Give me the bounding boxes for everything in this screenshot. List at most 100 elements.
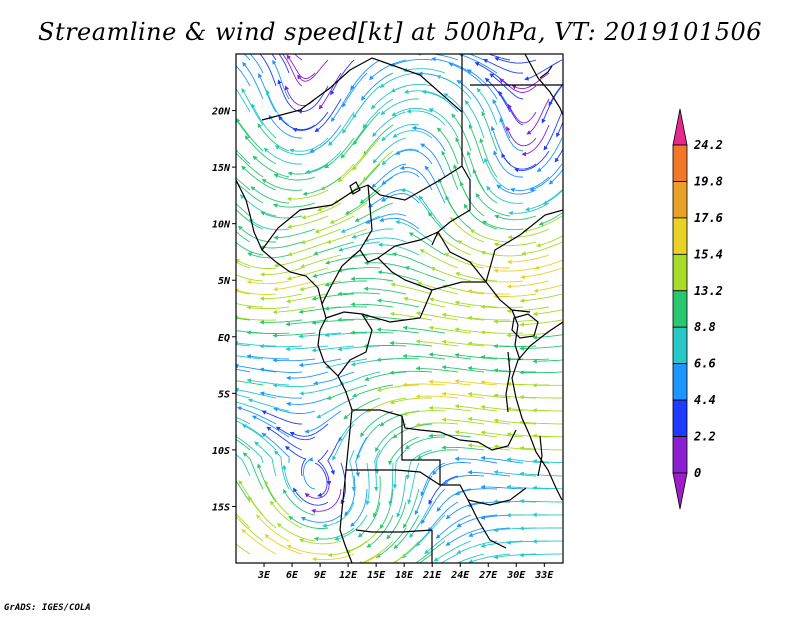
streamline	[521, 241, 563, 256]
streamline	[289, 137, 329, 153]
streamline	[236, 355, 264, 360]
streamline	[448, 62, 485, 87]
streamline	[396, 475, 407, 518]
streamline	[519, 394, 562, 400]
streamline	[480, 250, 524, 257]
streamline	[389, 311, 433, 321]
streamline	[246, 378, 290, 386]
streamline	[353, 111, 381, 146]
streamline	[416, 54, 459, 61]
border-car	[321, 249, 486, 305]
streamline	[457, 240, 498, 256]
streamline	[415, 422, 459, 427]
streamline	[241, 165, 277, 191]
streamline	[236, 65, 251, 87]
streamline	[444, 253, 485, 269]
streamline	[259, 391, 303, 399]
streamline	[417, 449, 459, 460]
streamline	[293, 487, 329, 506]
streamline	[363, 124, 394, 156]
streamline	[507, 103, 537, 124]
streamline	[436, 488, 472, 512]
streamline	[379, 410, 420, 427]
streamline	[265, 89, 290, 126]
streamline	[519, 370, 563, 375]
streamline	[467, 416, 511, 425]
streamline	[236, 439, 251, 451]
colorbar-label: 0	[694, 466, 701, 480]
streamline	[272, 358, 316, 363]
streamline	[467, 443, 511, 451]
streamline	[236, 406, 277, 425]
streamline	[519, 420, 563, 425]
streamline	[259, 319, 303, 325]
streamline	[554, 148, 563, 163]
streamline	[506, 357, 550, 362]
streamline	[273, 228, 316, 240]
border-congo	[325, 289, 433, 377]
streamline	[441, 391, 485, 399]
streamline	[248, 218, 290, 231]
streamline	[330, 59, 355, 96]
streamline	[249, 54, 264, 74]
streamline	[493, 418, 537, 425]
streamline	[261, 178, 303, 191]
streamline	[273, 280, 316, 292]
streamline	[468, 54, 485, 61]
border-angola-zambia	[401, 416, 527, 506]
streamline	[288, 515, 329, 529]
streamline	[236, 259, 277, 269]
streamline	[341, 72, 368, 108]
streamline	[424, 527, 459, 555]
streamline	[456, 540, 498, 554]
streamline	[441, 150, 459, 191]
streamline	[345, 189, 381, 215]
streamline	[428, 433, 472, 438]
streamline	[534, 259, 563, 270]
streamline	[401, 527, 433, 559]
streamline	[450, 216, 485, 243]
streamline	[468, 553, 511, 563]
streamline	[356, 423, 381, 460]
streamline	[480, 354, 523, 360]
streamline	[272, 383, 316, 388]
streamline	[325, 358, 368, 369]
streamline	[501, 153, 537, 170]
streamline	[276, 523, 316, 542]
streamline	[236, 512, 251, 529]
streamline	[260, 267, 303, 277]
streamline	[246, 354, 289, 360]
streamline	[436, 127, 459, 165]
lon-tick-label: 21E	[422, 570, 442, 581]
streamline	[508, 202, 550, 216]
streamline	[337, 291, 381, 296]
streamline	[428, 475, 459, 505]
streamline	[451, 113, 472, 152]
streamline	[369, 59, 407, 81]
streamline	[236, 315, 277, 321]
streamline	[263, 147, 303, 165]
streamline	[429, 297, 472, 308]
border-chad	[359, 184, 439, 263]
border-namibia	[346, 469, 441, 533]
streamline	[236, 401, 264, 412]
streamline	[519, 471, 563, 477]
streamline	[350, 59, 381, 91]
streamline	[532, 408, 563, 413]
streamline	[327, 436, 342, 476]
streamline	[362, 553, 381, 563]
streamline	[326, 384, 368, 400]
streamline	[405, 449, 433, 480]
streamline	[236, 368, 251, 373]
streamline	[380, 98, 419, 116]
streamline	[402, 353, 446, 360]
streamline	[506, 457, 550, 464]
streamline	[514, 150, 550, 173]
streamline	[388, 462, 394, 506]
streamline	[283, 488, 316, 516]
streamline	[236, 203, 251, 217]
streamline	[454, 404, 498, 412]
streamline	[368, 189, 407, 208]
streamline	[493, 319, 537, 324]
streamline	[441, 339, 485, 347]
